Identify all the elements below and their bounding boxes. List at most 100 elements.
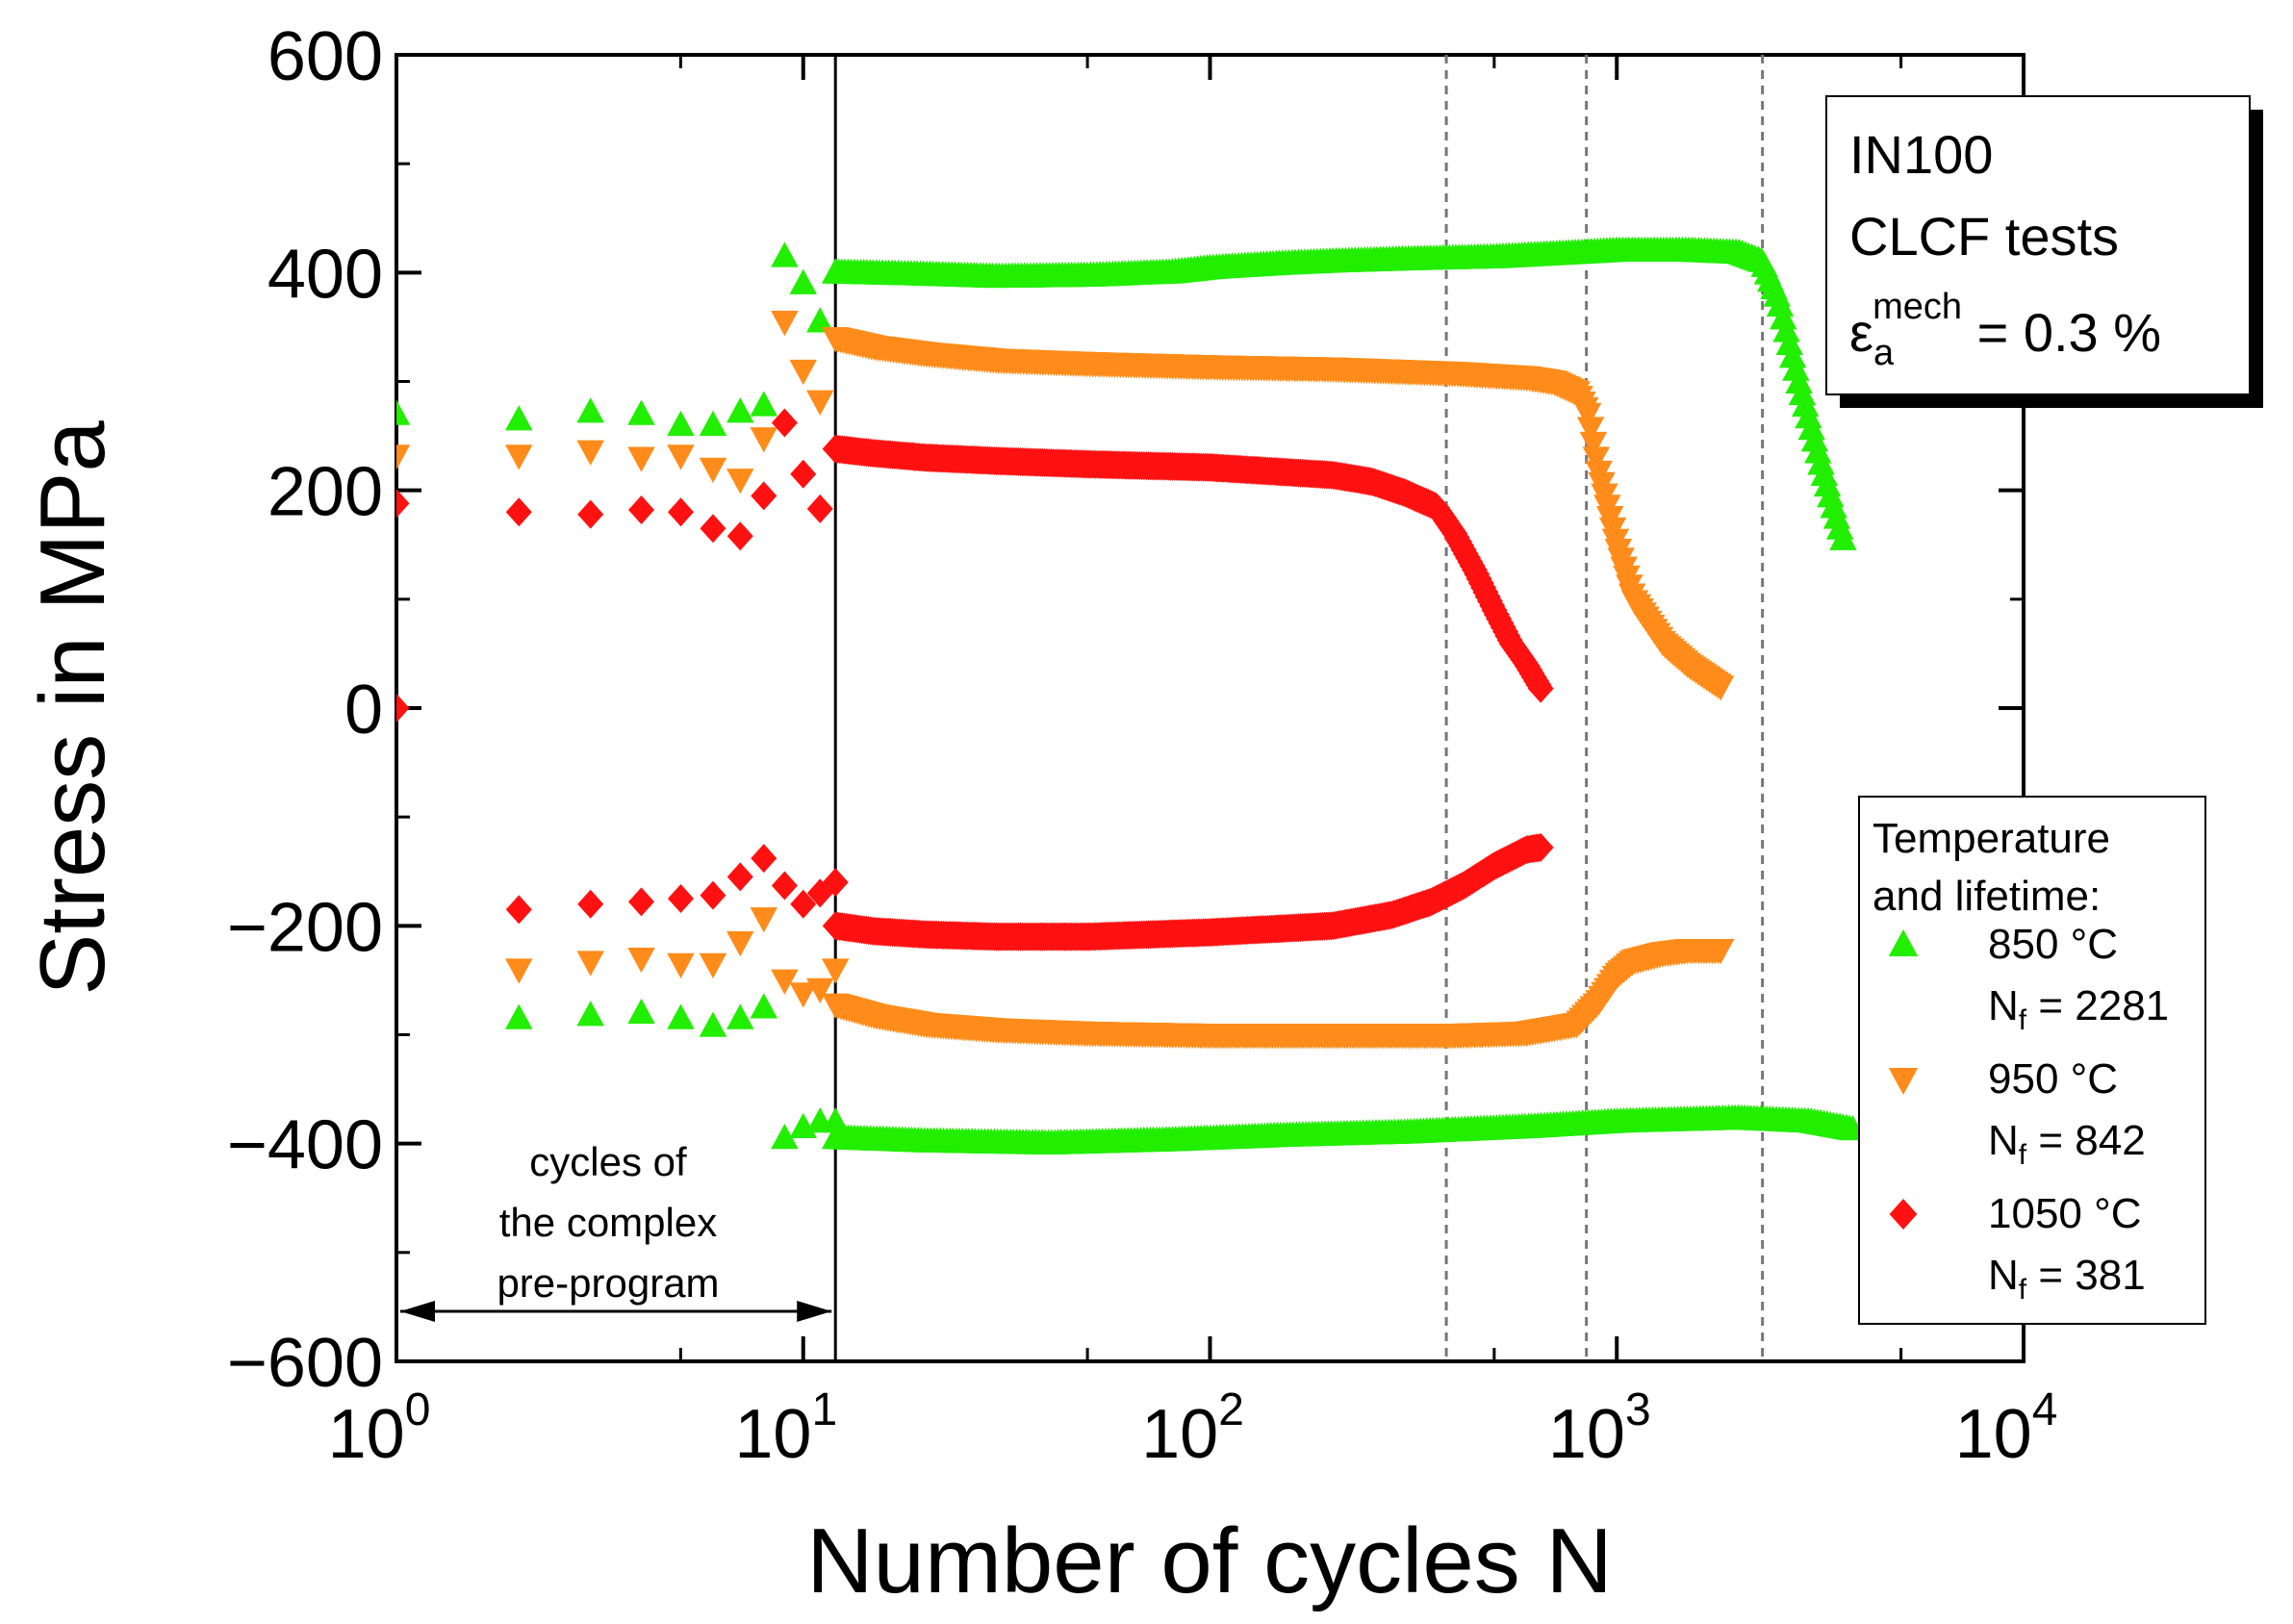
data-point-pre-min (699, 1011, 727, 1037)
info-test-type: CLCF tests (1849, 206, 2119, 266)
data-point-pre-max (699, 410, 727, 437)
data-point-pre-min (577, 889, 604, 919)
data-point-pre-max (771, 408, 798, 438)
data-point-pre-max (577, 499, 604, 529)
y-tick-label: −600 (227, 1325, 383, 1402)
data-point-max (1573, 402, 1602, 428)
data-point-pre-max (667, 410, 695, 437)
data-point-pre-max (806, 494, 833, 523)
legend-frame (1858, 796, 2206, 1325)
legend-temperature-0: 850 °C (1988, 921, 2118, 968)
y-tick-label: −400 (227, 1107, 383, 1184)
data-point-max (1782, 355, 1810, 381)
data-point-max (1829, 524, 1857, 550)
legend-lifetime-1: Nf = 842 (1988, 1117, 2146, 1171)
data-point-pre-min (726, 862, 753, 892)
data-point-pre-min (396, 694, 410, 723)
pre-program-annotation: cycles of the complex pre-program (400, 1139, 832, 1322)
lifetime-subscript: f (2019, 1274, 2027, 1306)
info-box: IN100 CLCF tests εa mech = 0.3 % (1825, 95, 2263, 408)
annotation-line-2: the complex (499, 1200, 717, 1245)
data-point-max (1778, 343, 1807, 368)
data-point-pre-min (821, 958, 850, 984)
data-point-pre-max (576, 440, 604, 466)
arrow-head-left (400, 1301, 435, 1322)
y-tick-label: 400 (268, 236, 383, 313)
data-point-min (1527, 832, 1554, 862)
y-axis-title: Stress in MPa (21, 420, 124, 996)
data-point-pre-min (805, 977, 834, 1003)
data-point-max (1766, 291, 1795, 317)
data-point-pre-max (790, 459, 817, 489)
x-tick-label: 102 (1141, 1384, 1244, 1473)
legend-marker-0 (1888, 929, 1919, 956)
data-point-pre-max (667, 444, 695, 470)
x-tick-exponent: 1 (811, 1384, 837, 1435)
info-epsilon-sup: mech (1873, 287, 1962, 327)
data-point-pre-max (751, 481, 777, 511)
legend-title-1: Temperature (1873, 815, 2110, 862)
annotation-line-1: cycles of (529, 1139, 687, 1184)
data-point-max (1579, 431, 1608, 458)
x-axis-ticks: 100 101 102 103 104 (328, 55, 2057, 1473)
legend-temperature-2: 1050 °C (1988, 1190, 2141, 1237)
data-point-max (1769, 304, 1797, 330)
data-point-pre-min (700, 880, 726, 910)
legend: Temperature and lifetime: 850 °C Nf = 228… (1858, 796, 2206, 1325)
legend-temperature-1: 950 °C (1988, 1055, 2118, 1103)
data-point-pre-min (627, 998, 655, 1025)
data-point-pre-max (505, 497, 532, 527)
data-point-pre-max (805, 390, 834, 416)
x-tick-exponent: 3 (1625, 1384, 1651, 1435)
info-epsilon-sub: a (1873, 333, 1895, 373)
data-point-pre-max (726, 397, 754, 423)
legend-marker-2 (1889, 1199, 1918, 1230)
legend-title-2: and lifetime: (1873, 873, 2101, 920)
legend-marker-1 (1888, 1068, 1919, 1095)
data-point-pre-min (505, 958, 533, 984)
data-point-pre-min (771, 969, 799, 995)
data-point-pre-min (576, 951, 604, 977)
x-tick-label: 100 (328, 1384, 431, 1473)
x-tick-base: 10 (1955, 1396, 2032, 1473)
data-point-max (1582, 446, 1611, 472)
lifetime-symbol: N (1988, 1117, 2019, 1164)
data-point-max (1706, 675, 1735, 701)
data-point-pre-max (505, 444, 533, 470)
arrow-head-right (797, 1301, 832, 1322)
legend-lifetime-2: Nf = 381 (1988, 1252, 2146, 1306)
data-point-pre-max (726, 469, 754, 495)
data-point-pre-min (771, 871, 798, 901)
y-tick-label: 0 (344, 672, 383, 749)
annotation-line-3: pre-program (497, 1260, 719, 1306)
data-point-pre-min (751, 844, 777, 874)
data-point-pre-min (822, 868, 849, 898)
data-point-pre-min (750, 993, 778, 1019)
data-point-pre-max (726, 521, 753, 551)
data-point-pre-min (667, 952, 695, 978)
data-point-pre-max (750, 427, 778, 453)
data-point-max (1527, 673, 1554, 703)
x-tick-exponent: 0 (405, 1384, 431, 1435)
data-point-pre-max (628, 495, 655, 525)
data-point-pre-min (771, 1124, 799, 1150)
lifetime-subscript: f (2019, 1004, 2027, 1036)
x-axis-title: Number of cycles N (806, 1510, 1613, 1612)
lifetime-symbol: N (1988, 982, 2019, 1029)
x-tick-base: 10 (328, 1396, 405, 1473)
data-point-pre-min (667, 1003, 695, 1029)
legend-items: 850 °C Nf = 2281 950 °C Nf = 842 1050 °C Nf =… (1888, 921, 2169, 1306)
lifetime-value: = 842 (2026, 1117, 2146, 1164)
data-point-pre-max (771, 311, 799, 337)
data-point-pre-min (699, 952, 727, 978)
data-point-max (1775, 329, 1804, 356)
series-0 (396, 236, 1867, 1155)
info-strain-value: = 0.3 % (1962, 302, 2161, 363)
lifetime-value: = 2281 (2026, 982, 2169, 1029)
data-point-pre-min (726, 1003, 754, 1029)
data-point-pre-min (505, 895, 532, 925)
x-tick-base: 10 (1141, 1396, 1218, 1473)
data-point-pre-min (726, 931, 754, 957)
data-point-pre-max (505, 405, 533, 431)
info-epsilon: ε (1849, 302, 1873, 363)
